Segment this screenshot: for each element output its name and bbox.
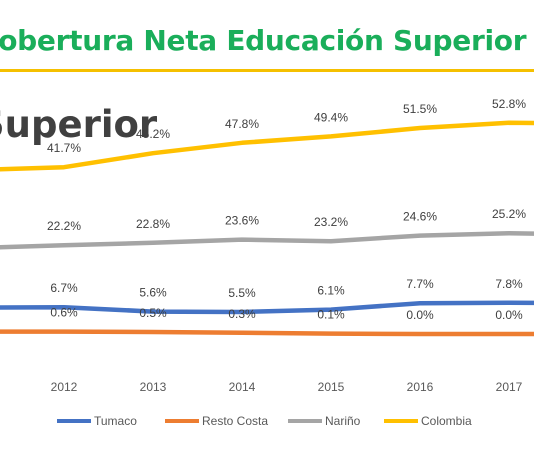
legend-label-colombia: Colombia [421, 414, 472, 428]
data-label-colombia-2014: 47.8% [225, 117, 259, 131]
x-tick-2012: 2012 [51, 380, 78, 394]
banner-title: Cobertura Neta Educación Superior [0, 18, 534, 66]
banner-title-text: Cobertura Neta Educación Superior [0, 24, 527, 57]
legend-label-tumaco: Tumaco [94, 414, 137, 428]
data-label-tumaco-2014: 5.5% [228, 286, 256, 300]
data-label-tumaco-2015: 6.1% [317, 284, 345, 298]
x-tick-2014: 2014 [229, 380, 256, 394]
x-tick-2016: 2016 [407, 380, 434, 394]
data-label-resto-costa-2015: 0.1% [317, 308, 345, 322]
data-label-colombia-2013: 45.2% [136, 127, 170, 141]
legend-label-narino: Nariño [325, 414, 361, 428]
line-chart: Superior 6.7% 5.6% 5.5% 6.1% 7.7% 7.8% 0.6% 0.5… [0, 97, 534, 428]
data-label-resto-costa-2017: 0.0% [495, 308, 523, 322]
data-label-narino-2013: 22.8% [136, 217, 170, 231]
data-label-narino-2017: 25.2% [492, 207, 526, 221]
data-label-narino-2014: 23.6% [225, 214, 259, 228]
data-label-narino-2012: 22.2% [47, 219, 81, 233]
x-tick-2017: 2017 [496, 380, 523, 394]
data-label-narino-2015: 23.2% [314, 215, 348, 229]
data-label-resto-costa-2012: 0.6% [50, 306, 78, 320]
data-label-narino-2016: 24.6% [403, 210, 437, 224]
data-label-tumaco-2013: 5.6% [139, 286, 167, 300]
data-label-tumaco-2012: 6.7% [50, 281, 78, 295]
data-label-resto-costa-2014: 0.3% [228, 307, 256, 321]
data-label-tumaco-2017: 7.8% [495, 277, 523, 291]
x-tick-2013: 2013 [140, 380, 167, 394]
chart-title: Superior [0, 103, 158, 146]
banner-rule [0, 69, 534, 72]
data-label-tumaco-2016: 7.7% [406, 277, 434, 291]
legend-label-resto-costa: Resto Costa [202, 414, 268, 428]
series-line-resto-costa [0, 329, 534, 337]
data-label-colombia-2015: 49.4% [314, 110, 348, 124]
data-label-colombia-2012: 41.7% [47, 141, 81, 155]
data-label-resto-costa-2016: 0.0% [406, 308, 434, 322]
data-label-layer: 6.7% 5.6% 5.5% 6.1% 7.7% 7.8% 0.6% 0.5% 0.3% 0.1%… [47, 97, 526, 322]
data-label-colombia-2016: 51.5% [403, 102, 437, 116]
x-tick-2015: 2015 [318, 380, 345, 394]
series-line-narino [0, 230, 534, 250]
series-line-colombia [0, 120, 534, 172]
x-axis-ticks: 2012 2013 2014 2015 2016 2017 [51, 380, 523, 394]
data-label-colombia-2017: 52.8% [492, 97, 526, 111]
legend: Tumaco Resto Costa Nariño Colombia [57, 414, 472, 428]
series-line-tumaco [0, 300, 534, 315]
series-layer [0, 120, 534, 337]
data-label-resto-costa-2013: 0.5% [139, 306, 167, 320]
